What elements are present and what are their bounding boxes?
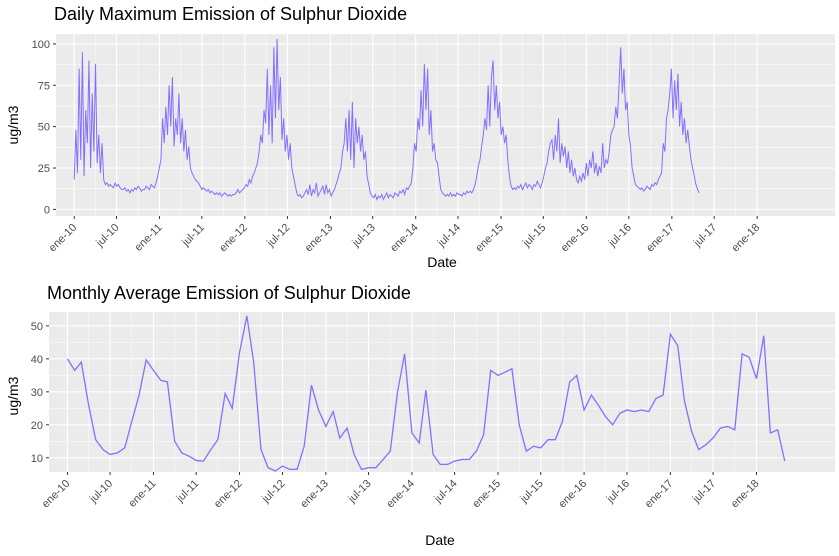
y-tick-label: 75 (38, 80, 50, 92)
x-tick-label: ene-13 (303, 222, 336, 255)
x-tick-label: ene-12 (217, 222, 250, 255)
x-tick-label: jul-10 (87, 478, 115, 506)
x-axis-label: Date (427, 254, 457, 270)
x-tick-label: jul-12 (259, 478, 287, 506)
x-tick-label: ene-14 (388, 222, 421, 255)
x-tick-label: jul-10 (93, 222, 121, 250)
x-tick-label: ene-17 (644, 222, 677, 255)
x-tick-label: ene-18 (729, 478, 762, 511)
x-tick-label: jul-13 (350, 222, 378, 250)
x-tick-label: jul-16 (604, 478, 632, 506)
x-tick-label: ene-12 (212, 478, 245, 511)
x-tick-label: jul-16 (606, 222, 634, 250)
y-tick-label: 0 (44, 204, 50, 216)
x-tick-labels: ene-10 jul-10 ene-11 jul-11 ene-12 jul-12 ene-… (40, 472, 762, 510)
x-tick-label: jul-11 (174, 478, 202, 506)
x-tick-label: jul-15 (520, 222, 548, 250)
x-tick-labels: ene-10 jul-10 ene-11 jul-11 ene-12 jul-12 ene-… (47, 216, 763, 255)
daily-max-chart: Daily Maximum Emission of Sulphur Dioxid… (5, 4, 835, 270)
plot-panel (56, 34, 835, 216)
monthly-avg-chart: Monthly Average Emission of Sulphur Diox… (0, 278, 839, 556)
x-tick-label: ene-16 (559, 222, 592, 255)
x-tick-label: jul-14 (432, 478, 460, 506)
y-tick-label: 10 (31, 453, 43, 465)
x-tick-label: jul-17 (691, 222, 719, 250)
y-tick-label: 100 (32, 39, 50, 51)
x-tick-label: ene-10 (47, 222, 80, 255)
chart-title: Monthly Average Emission of Sulphur Diox… (47, 283, 411, 303)
x-tick-label: ene-17 (643, 478, 676, 511)
x-tick-label: ene-16 (556, 478, 589, 511)
grid-lines (49, 312, 835, 472)
x-tick-label: jul-13 (345, 478, 373, 506)
x-tick-label: ene-14 (384, 478, 417, 511)
x-tick-label: jul-15 (518, 478, 546, 506)
x-tick-label: ene-11 (126, 478, 158, 510)
daily-max-chart-svg: Daily Maximum Emission of Sulphur Dioxid… (5, 4, 835, 270)
x-tick-label: jul-12 (264, 222, 292, 250)
y-tick-label: 25 (38, 163, 50, 175)
x-tick-label: jul-11 (179, 222, 207, 250)
series-line (66, 315, 786, 472)
y-tick-label: 50 (31, 321, 43, 333)
chart-title: Daily Maximum Emission of Sulphur Dioxid… (54, 4, 407, 24)
x-tick-label: ene-13 (298, 478, 331, 511)
x-tick-label: ene-11 (133, 222, 165, 254)
y-axis-label: ug/m3 (5, 105, 21, 144)
y-tick-labels: 10 20 30 40 50 (31, 321, 49, 465)
x-tick-label: ene-10 (40, 478, 73, 511)
x-tick-label: ene-15 (473, 222, 506, 255)
y-tick-label: 20 (31, 420, 43, 432)
y-tick-labels: 0 25 50 75 100 (32, 39, 56, 216)
y-tick-label: 40 (31, 354, 43, 366)
monthly-avg-chart-svg: Monthly Average Emission of Sulphur Diox… (5, 283, 835, 548)
x-tick-label: ene-18 (730, 222, 763, 255)
series-line (73, 38, 700, 201)
x-tick-label: ene-15 (470, 478, 503, 511)
grid-lines (56, 34, 835, 216)
x-axis-label: Date (425, 532, 455, 548)
x-tick-label: jul-17 (690, 478, 718, 506)
y-tick-label: 50 (38, 122, 50, 134)
x-tick-label: jul-14 (435, 222, 463, 250)
y-axis-label: ug/m3 (5, 376, 21, 415)
y-tick-label: 30 (31, 387, 43, 399)
